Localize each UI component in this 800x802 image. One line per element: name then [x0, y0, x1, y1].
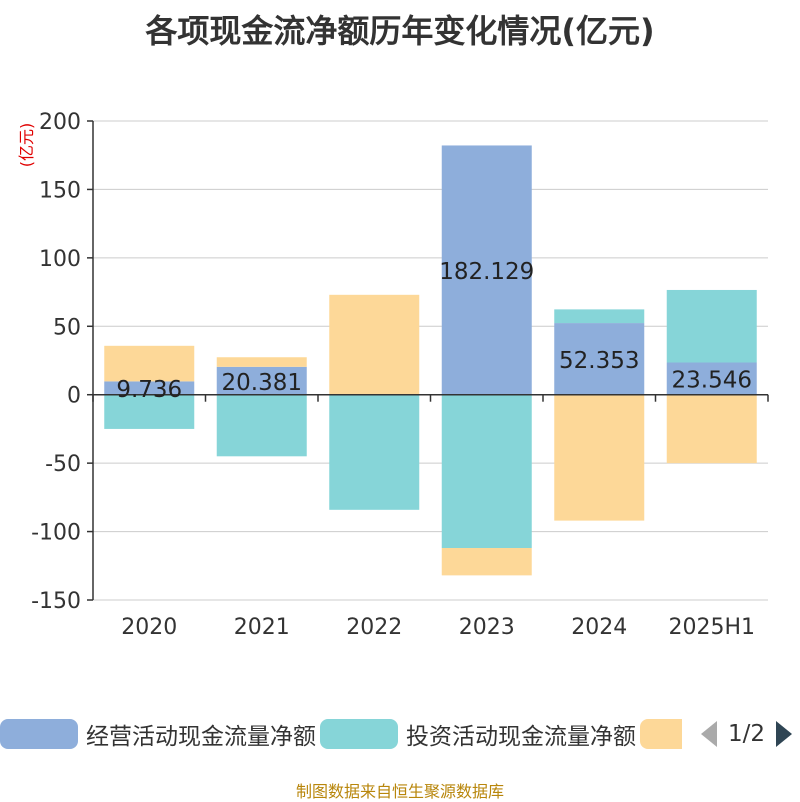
prev-page-icon[interactable]: [700, 720, 718, 748]
page-indicator: 1/2: [728, 721, 765, 747]
bar-chart: 200 150 100 50 0 -50 -100 -150 2020 2021 2022 2023…: [0, 0, 800, 700]
bar-series-2-2021: [217, 357, 307, 367]
bar-series-1-2025H1: [667, 290, 757, 363]
y-tick-label: 100: [39, 247, 81, 272]
legend-swatch-operating: [0, 719, 78, 749]
legend: 经营活动现金流量净额 投资活动现金流量净额 1/2: [0, 712, 800, 756]
y-tick-label: 150: [39, 178, 81, 203]
legend-pager: 1/2: [700, 712, 793, 756]
data-label: 9.736: [116, 377, 182, 403]
next-page-icon[interactable]: [775, 720, 793, 748]
y-tick-label: -50: [45, 452, 81, 477]
bars: [104, 145, 757, 575]
bar-series-2-2020: [104, 346, 194, 382]
y-tick-label: -150: [31, 589, 81, 614]
bar-series-2-2023: [442, 548, 532, 575]
y-tick-label: 0: [67, 384, 81, 409]
data-labels: 9.736 20.381 182.129 52.353 23.546: [116, 259, 752, 403]
legend-item-financing[interactable]: [640, 712, 682, 756]
data-source-note: 制图数据来自恒生聚源数据库: [0, 778, 800, 802]
x-tick-label: 2023: [459, 615, 515, 640]
data-label: 52.353: [559, 348, 639, 374]
x-tick-label: 2022: [346, 615, 402, 640]
legend-item-investing[interactable]: 投资活动现金流量净额: [320, 712, 636, 756]
x-tick-label: 2024: [571, 615, 627, 640]
x-tick-label: 2021: [234, 615, 290, 640]
data-label: 182.129: [439, 259, 534, 285]
bar-series-1-2022: [329, 395, 419, 510]
x-tick-label: 2020: [121, 615, 177, 640]
y-tick-label: 50: [53, 315, 81, 340]
bar-series-1-2023: [442, 395, 532, 548]
bar-series-2-2025H1: [667, 395, 757, 463]
y-axis-ticks: 200 150 100 50 0 -50 -100 -150: [31, 110, 93, 614]
bar-series-2-2024: [554, 395, 644, 521]
bar-series-2-2022: [329, 295, 419, 395]
legend-label-investing: 投资活动现金流量净额: [406, 717, 636, 751]
legend-swatch-financing: [640, 719, 682, 749]
y-tick-label: 200: [39, 110, 81, 135]
bar-series-1-2024: [554, 309, 644, 323]
legend-item-operating[interactable]: 经营活动现金流量净额: [0, 712, 316, 756]
legend-label-operating: 经营活动现金流量净额: [86, 717, 316, 751]
x-tick-label: 2025H1: [668, 615, 755, 640]
legend-swatch-investing: [320, 719, 398, 749]
data-label: 23.546: [672, 368, 752, 394]
y-tick-label: -100: [31, 521, 81, 546]
bar-series-1-2021: [217, 395, 307, 457]
data-label: 20.381: [222, 370, 302, 396]
y-axis-label: (亿元): [17, 123, 36, 168]
